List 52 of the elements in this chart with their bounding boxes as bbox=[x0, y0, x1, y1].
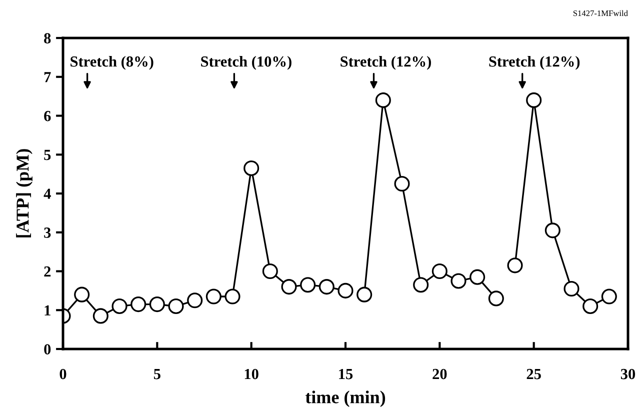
point bbox=[338, 282, 354, 298]
x-tick-label: 20 bbox=[432, 368, 447, 380]
y-tick-label: 4 bbox=[44, 188, 51, 199]
point bbox=[432, 263, 448, 280]
point bbox=[206, 288, 222, 304]
y-tick-label: 5 bbox=[44, 150, 51, 160]
text: S1427-1MFwild bbox=[573, 10, 628, 16]
y-tick-label: 3 bbox=[44, 228, 51, 238]
point bbox=[470, 269, 486, 285]
point bbox=[262, 263, 278, 280]
y-tick-label: 0 bbox=[44, 344, 51, 354]
point bbox=[394, 176, 410, 192]
point bbox=[130, 296, 146, 312]
annotation: Stretch (12%) bbox=[340, 56, 431, 70]
point bbox=[564, 280, 580, 297]
point bbox=[488, 290, 504, 306]
point bbox=[187, 292, 203, 308]
x-tick-label: 10 bbox=[244, 368, 258, 380]
x-tick-label: 5 bbox=[154, 369, 160, 380]
x-tick-label: 0 bbox=[60, 368, 66, 380]
x-tick-label: 30 bbox=[620, 368, 636, 380]
point bbox=[300, 277, 316, 293]
annotation: Stretch (8%) bbox=[70, 56, 154, 70]
x-axis-title: time (min) bbox=[305, 390, 386, 408]
point bbox=[244, 160, 260, 176]
point bbox=[413, 277, 429, 293]
y-axis-title: [ATP] (pM) bbox=[16, 149, 32, 238]
y-tick-label: 6 bbox=[44, 110, 51, 122]
x-tick-label: 15 bbox=[339, 368, 353, 380]
y-tick-label: 8 bbox=[44, 33, 51, 44]
point bbox=[582, 298, 598, 314]
point bbox=[450, 273, 466, 289]
point bbox=[356, 286, 372, 302]
point bbox=[375, 92, 391, 108]
point bbox=[168, 298, 184, 314]
point bbox=[601, 288, 617, 304]
x-tick-label: 25 bbox=[526, 368, 541, 380]
point bbox=[92, 308, 108, 324]
point bbox=[507, 258, 523, 274]
y-tick-label: 2 bbox=[44, 266, 51, 277]
point bbox=[544, 222, 560, 238]
point bbox=[149, 296, 165, 312]
point bbox=[318, 279, 334, 295]
point bbox=[281, 279, 297, 295]
point bbox=[112, 298, 128, 314]
annotation: Stretch (10%) bbox=[201, 56, 292, 70]
y-tick-label: 7 bbox=[44, 72, 51, 82]
point bbox=[74, 286, 90, 302]
annotation: Stretch (12%) bbox=[489, 56, 580, 70]
y-tick-label: 1 bbox=[44, 305, 50, 316]
point bbox=[526, 92, 542, 108]
point bbox=[224, 288, 240, 304]
